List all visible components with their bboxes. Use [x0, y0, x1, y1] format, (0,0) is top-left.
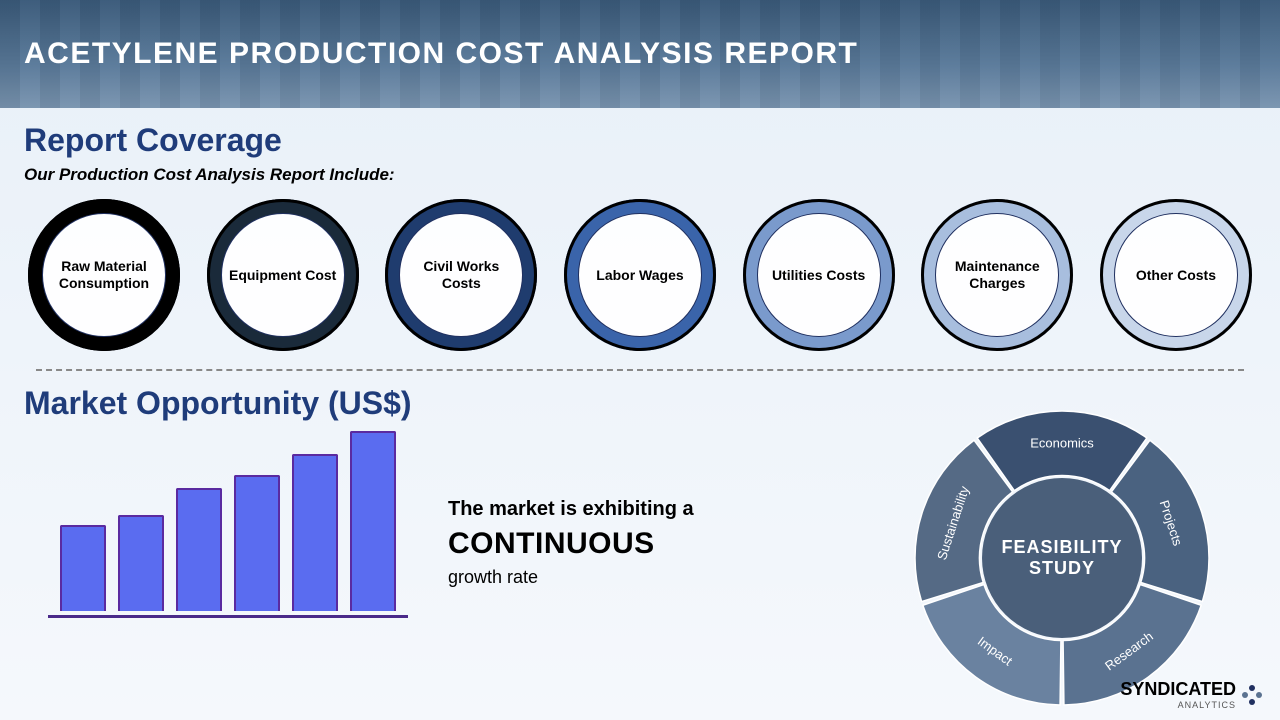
- feasibility-donut: FEASIBILITY STUDY EconomicsProjectsResea…: [912, 408, 1212, 708]
- market-text-column: The market is exhibiting a CONTINUOUS gr…: [448, 428, 892, 588]
- chart-bar: [350, 431, 396, 611]
- coverage-circle: Maintenance Charges: [921, 199, 1073, 351]
- coverage-circle-label: Civil Works Costs: [385, 258, 537, 292]
- donut-segment-label: Economics: [1030, 436, 1094, 451]
- bar-chart-column: [48, 428, 428, 618]
- coverage-circle-label: Raw Material Consumption: [28, 258, 180, 292]
- brand-logo: SYNDICATED ANALYTICS: [1120, 679, 1262, 710]
- market-text-line3: growth rate: [448, 567, 892, 588]
- coverage-title: Report Coverage: [24, 122, 1256, 159]
- market-bar-chart: [48, 428, 408, 618]
- report-coverage-section: Report Coverage Our Production Cost Anal…: [0, 108, 1280, 371]
- coverage-circle-label: Maintenance Charges: [921, 258, 1073, 292]
- chart-bar: [176, 488, 222, 611]
- coverage-circles-row: Raw Material Consumption Equipment Cost Ci…: [24, 199, 1256, 351]
- chart-bar: [118, 515, 164, 611]
- chart-bar: [60, 525, 106, 611]
- coverage-circle-label: Other Costs: [1118, 267, 1234, 284]
- coverage-circle: Civil Works Costs: [385, 199, 537, 351]
- section-divider: [36, 369, 1244, 371]
- chart-bar: [234, 475, 280, 611]
- brand-subname: ANALYTICS: [1120, 700, 1236, 710]
- header-banner: ACETYLENE PRODUCTION COST ANALYSIS REPOR…: [0, 0, 1280, 108]
- market-text-line2: CONTINUOUS: [448, 527, 892, 561]
- coverage-circle-label: Utilities Costs: [754, 267, 883, 284]
- coverage-subtitle: Our Production Cost Analysis Report Incl…: [24, 165, 1256, 185]
- coverage-circle-label: Equipment Cost: [211, 267, 354, 284]
- brand-icon: [1242, 685, 1262, 705]
- coverage-circle: Other Costs: [1100, 199, 1252, 351]
- coverage-circle: Labor Wages: [564, 199, 716, 351]
- market-text-line1: The market is exhibiting a: [448, 498, 892, 521]
- coverage-circle: Raw Material Consumption: [28, 199, 180, 351]
- page-title: ACETYLENE PRODUCTION COST ANALYSIS REPOR…: [24, 37, 858, 71]
- chart-bar: [292, 454, 338, 611]
- feasibility-donut-column: FEASIBILITY STUDY EconomicsProjectsResea…: [912, 428, 1232, 708]
- coverage-circle: Utilities Costs: [743, 199, 895, 351]
- coverage-circle-label: Labor Wages: [578, 267, 701, 284]
- market-grid: The market is exhibiting a CONTINUOUS gr…: [24, 428, 1256, 708]
- brand-name: SYNDICATED: [1120, 679, 1236, 699]
- donut-center-label: FEASIBILITY STUDY: [982, 478, 1142, 638]
- coverage-circle: Equipment Cost: [207, 199, 359, 351]
- market-section: Market Opportunity (US$) The market is e…: [0, 383, 1280, 708]
